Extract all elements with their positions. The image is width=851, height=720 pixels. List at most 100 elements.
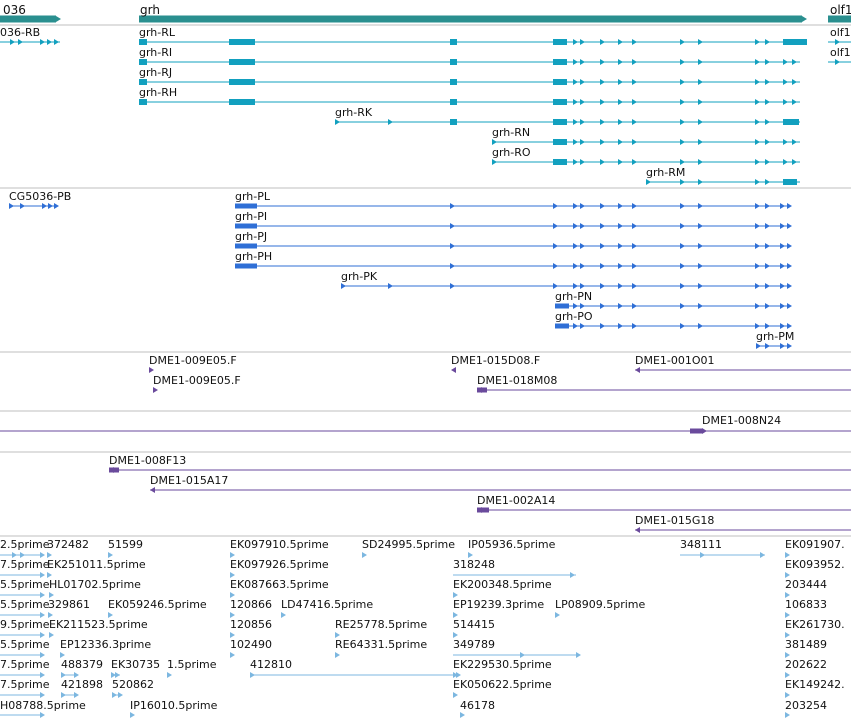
- est-arrow[interactable]: [40, 652, 45, 658]
- exon-arrow[interactable]: [792, 79, 797, 85]
- exon-arrow[interactable]: [755, 323, 760, 329]
- exon-block[interactable]: [235, 203, 257, 209]
- est-arrow[interactable]: [115, 672, 120, 678]
- exon-block[interactable]: [450, 119, 457, 125]
- exon-arrow[interactable]: [680, 263, 685, 269]
- exon-arrow[interactable]: [618, 303, 623, 309]
- exon-arrow[interactable]: [580, 99, 585, 105]
- clone-end-arrow[interactable]: [635, 367, 640, 373]
- exon-arrow[interactable]: [600, 283, 605, 289]
- est-arrow[interactable]: [108, 612, 113, 618]
- exon-arrow[interactable]: [341, 283, 346, 289]
- exon-arrow[interactable]: [787, 303, 792, 309]
- exon-arrow[interactable]: [553, 203, 558, 209]
- exon-arrow[interactable]: [54, 203, 59, 209]
- exon-arrow[interactable]: [680, 159, 685, 165]
- est-arrow[interactable]: [570, 572, 575, 578]
- est-arrow[interactable]: [40, 612, 45, 618]
- est-arrow[interactable]: [453, 672, 458, 678]
- exon-arrow[interactable]: [492, 139, 497, 145]
- exon-arrow[interactable]: [600, 159, 605, 165]
- exon-arrow[interactable]: [632, 119, 637, 125]
- exon-arrow[interactable]: [632, 159, 637, 165]
- exon-arrow[interactable]: [600, 223, 605, 229]
- exon-block[interactable]: [783, 39, 807, 45]
- exon-arrow[interactable]: [573, 263, 578, 269]
- exon-arrow[interactable]: [18, 39, 23, 45]
- est-arrow[interactable]: [61, 692, 66, 698]
- exon-arrow[interactable]: [450, 283, 455, 289]
- est-arrow[interactable]: [281, 612, 286, 618]
- est-arrow[interactable]: [785, 612, 790, 618]
- exon-arrow[interactable]: [618, 159, 623, 165]
- est-arrow[interactable]: [785, 572, 790, 578]
- exon-arrow[interactable]: [780, 243, 785, 249]
- exon-arrow[interactable]: [600, 303, 605, 309]
- clone-end[interactable]: [690, 428, 702, 434]
- exon-arrow[interactable]: [755, 263, 760, 269]
- exon-arrow[interactable]: [618, 139, 623, 145]
- est-arrow[interactable]: [40, 632, 45, 638]
- exon-arrow[interactable]: [573, 119, 578, 125]
- exon-arrow[interactable]: [680, 323, 685, 329]
- exon-arrow[interactable]: [600, 263, 605, 269]
- exon-arrow[interactable]: [755, 179, 760, 185]
- est-arrow[interactable]: [230, 612, 235, 618]
- clone-end-arrow[interactable]: [150, 487, 155, 493]
- exon-arrow[interactable]: [580, 59, 585, 65]
- exon-arrow[interactable]: [580, 139, 585, 145]
- exon-arrow[interactable]: [573, 99, 578, 105]
- exon-arrow[interactable]: [680, 139, 685, 145]
- exon-block[interactable]: [553, 39, 567, 45]
- est-arrow[interactable]: [47, 572, 52, 578]
- exon-arrow[interactable]: [646, 179, 651, 185]
- exon-arrow[interactable]: [698, 99, 703, 105]
- exon-arrow[interactable]: [783, 59, 788, 65]
- est-arrow[interactable]: [40, 692, 45, 698]
- exon-arrow[interactable]: [600, 59, 605, 65]
- exon-arrow[interactable]: [335, 119, 340, 125]
- exon-block[interactable]: [783, 119, 799, 125]
- exon-arrow[interactable]: [787, 223, 792, 229]
- exon-arrow[interactable]: [600, 119, 605, 125]
- exon-arrow[interactable]: [580, 303, 585, 309]
- exon-arrow[interactable]: [580, 243, 585, 249]
- exon-arrow[interactable]: [680, 303, 685, 309]
- exon-arrow[interactable]: [755, 159, 760, 165]
- exon-arrow[interactable]: [618, 323, 623, 329]
- est-arrow[interactable]: [60, 652, 65, 658]
- est-arrow[interactable]: [250, 672, 255, 678]
- exon-arrow[interactable]: [787, 263, 792, 269]
- exon-block[interactable]: [555, 303, 569, 309]
- exon-arrow[interactable]: [632, 283, 637, 289]
- exon-arrow[interactable]: [755, 99, 760, 105]
- exon-arrow[interactable]: [618, 119, 623, 125]
- exon-arrow[interactable]: [580, 39, 585, 45]
- clone-end-arrow[interactable]: [153, 387, 158, 393]
- exon-arrow[interactable]: [553, 283, 558, 289]
- exon-arrow[interactable]: [632, 303, 637, 309]
- exon-arrow[interactable]: [632, 223, 637, 229]
- exon-arrow[interactable]: [755, 283, 760, 289]
- exon-arrow[interactable]: [698, 203, 703, 209]
- exon-arrow[interactable]: [573, 139, 578, 145]
- exon-arrow[interactable]: [573, 39, 578, 45]
- exon-arrow[interactable]: [580, 323, 585, 329]
- exon-arrow[interactable]: [780, 203, 785, 209]
- exon-arrow[interactable]: [755, 39, 760, 45]
- exon-arrow[interactable]: [792, 159, 797, 165]
- exon-arrow[interactable]: [765, 139, 770, 145]
- exon-arrow[interactable]: [755, 223, 760, 229]
- exon-arrow[interactable]: [783, 159, 788, 165]
- exon-arrow[interactable]: [600, 79, 605, 85]
- exon-arrow[interactable]: [632, 39, 637, 45]
- exon-arrow[interactable]: [573, 79, 578, 85]
- exon-arrow[interactable]: [755, 243, 760, 249]
- exon-arrow[interactable]: [787, 283, 792, 289]
- exon-arrow[interactable]: [765, 179, 770, 185]
- exon-arrow[interactable]: [783, 99, 788, 105]
- exon-arrow[interactable]: [698, 159, 703, 165]
- exon-arrow[interactable]: [783, 139, 788, 145]
- exon-arrow[interactable]: [618, 223, 623, 229]
- exon-arrow[interactable]: [580, 263, 585, 269]
